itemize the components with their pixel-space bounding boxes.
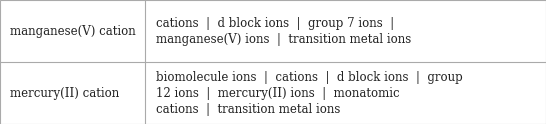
Text: cations  |  d block ions  |  group 7 ions  |
manganese(V) ions  |  transition me: cations | d block ions | group 7 ions | … [156, 16, 411, 46]
Text: biomolecule ions  |  cations  |  d block ions  |  group
12 ions  |  mercury(II) : biomolecule ions | cations | d block ion… [156, 71, 462, 115]
Text: manganese(V) cation: manganese(V) cation [10, 25, 135, 37]
Text: mercury(II) cation: mercury(II) cation [10, 87, 119, 99]
